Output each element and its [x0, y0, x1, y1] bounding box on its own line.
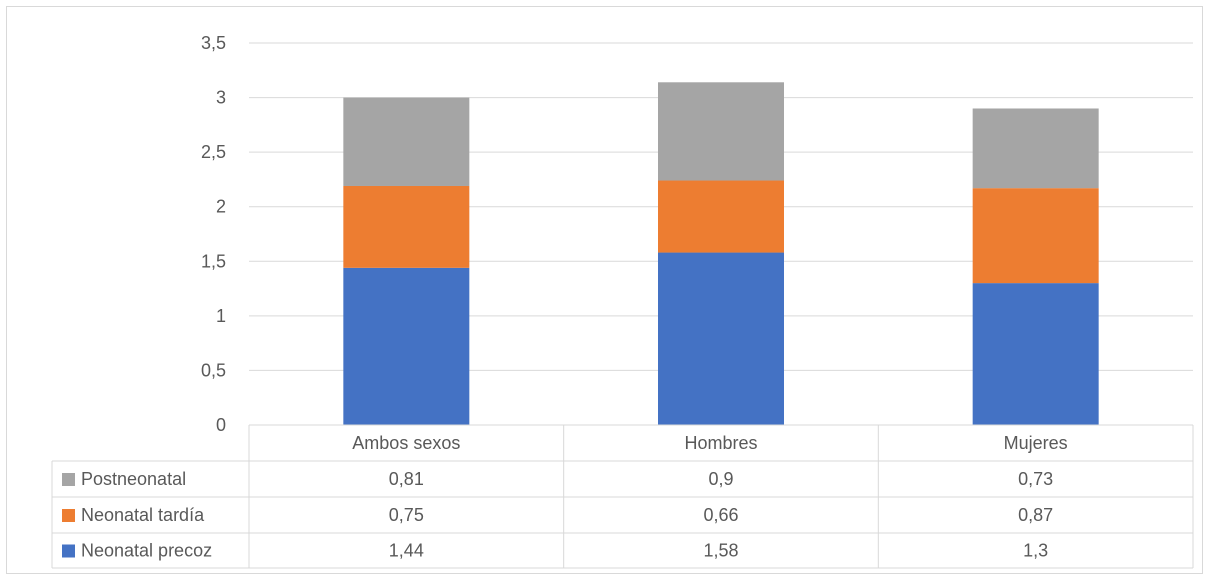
y-tick-label: 0 [216, 415, 226, 435]
data-label: 0,75 [389, 505, 424, 525]
data-label: 0,87 [1018, 505, 1053, 525]
legend-label: Postneonatal [81, 469, 186, 489]
y-tick-label: 1,5 [201, 251, 226, 271]
y-tick-label: 1 [216, 306, 226, 326]
legend-swatch [62, 473, 75, 486]
bar-segment [972, 108, 1099, 189]
legend-swatch [62, 544, 75, 558]
bar-segment [972, 283, 1099, 425]
y-tick-label: 3,5 [201, 33, 226, 53]
bar-segment [343, 267, 470, 425]
y-tick-label: 0,5 [201, 360, 226, 380]
data-label: 0,9 [708, 469, 733, 489]
legend-label: Neonatal precoz [81, 541, 212, 561]
bar-segment [972, 188, 1099, 284]
bar-segment [343, 185, 470, 268]
bar-segment [658, 252, 784, 425]
data-label: 1,3 [1023, 541, 1048, 561]
y-tick-label: 2 [216, 197, 226, 217]
bar-segment [343, 97, 470, 186]
y-tick-label: 3 [216, 88, 226, 108]
data-label: 1,58 [703, 541, 738, 561]
y-tick-label: 2,5 [201, 142, 226, 162]
legend-swatch [62, 509, 75, 522]
data-label: 0,81 [389, 469, 424, 489]
data-label: 0,73 [1018, 469, 1053, 489]
data-label: 1,44 [389, 541, 424, 561]
bar-segment [658, 82, 784, 181]
bar-segment [658, 180, 784, 253]
category-label: Hombres [684, 433, 757, 453]
category-label: Ambos sexos [352, 433, 460, 453]
category-label: Mujeres [1004, 433, 1068, 453]
data-label: 0,66 [703, 505, 738, 525]
chart-frame [6, 6, 1203, 574]
legend-label: Neonatal tardía [81, 505, 205, 525]
